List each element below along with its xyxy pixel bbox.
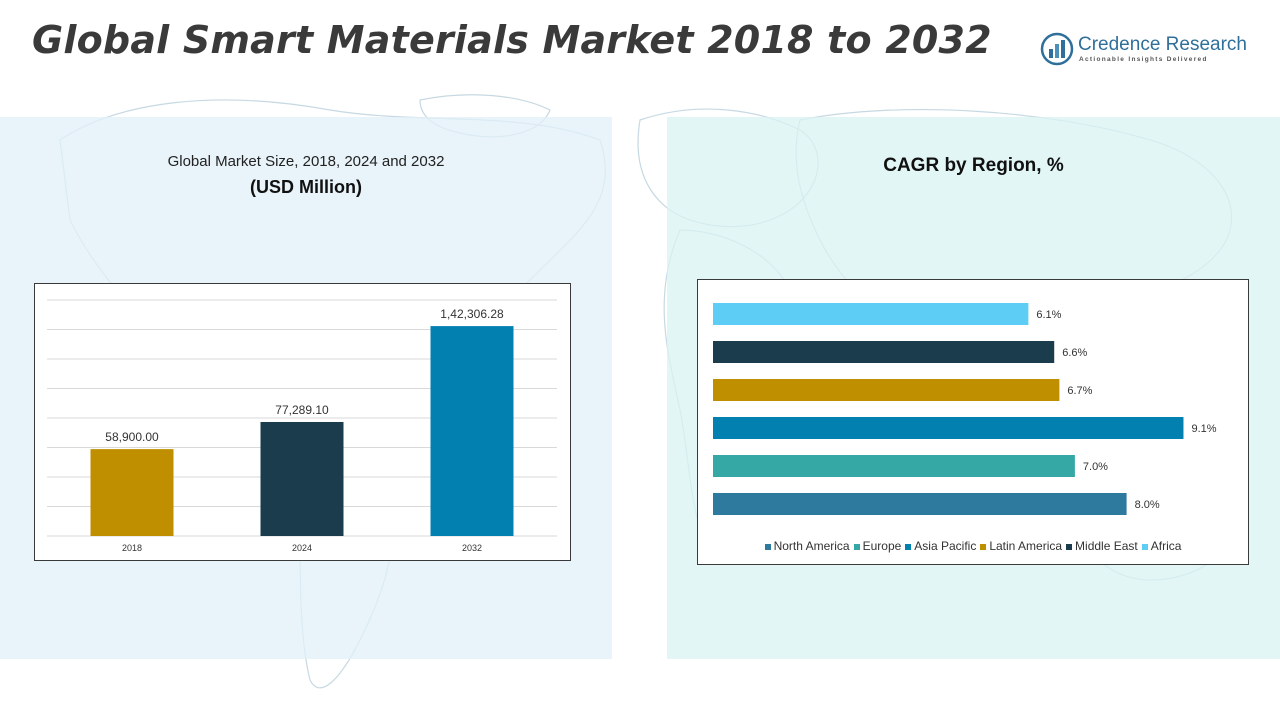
bar-value-label: 6.7% — [1067, 385, 1092, 397]
legend-label: Africa — [1150, 539, 1182, 553]
bar-asia-pacific — [713, 417, 1184, 439]
legend-item: Latin America — [980, 539, 1062, 553]
x-tick-label: 2024 — [292, 543, 312, 553]
bar-value-label: 77,289.10 — [275, 403, 329, 417]
x-tick-label: 2018 — [122, 543, 142, 553]
logo-name: Credence Research — [1078, 34, 1247, 55]
bar-value-label: 9.1% — [1191, 423, 1216, 435]
legend-label: Asia Pacific — [914, 539, 977, 553]
cagr-bar-chart: 6.1% 6.6% 6.7% 9.1% 7.0% 8.0% — [713, 303, 1217, 515]
credence-research-logo: Credence Research Actionable Insights De… — [1040, 32, 1255, 68]
bar-2018 — [90, 449, 174, 536]
legend-label: Middle East — [1075, 539, 1138, 553]
legend-item: Middle East — [1066, 539, 1138, 553]
legend-item: North America — [764, 539, 850, 553]
bar-value-label: 58,900.00 — [105, 430, 159, 444]
legend-label: Europe — [862, 539, 902, 553]
bar-africa — [713, 303, 1029, 325]
logo-icon — [1040, 32, 1074, 66]
bar-2032 — [430, 326, 514, 536]
market-size-chart: 58,900.00 2018 77,289.10 2024 1,42,306.28 203… — [34, 283, 571, 561]
bar-2024 — [260, 421, 344, 536]
bar-value-label: 1,42,306.28 — [440, 307, 504, 321]
bar-middle-east — [713, 341, 1055, 363]
x-tick-label: 2032 — [462, 543, 482, 553]
bar-value-label: 6.1% — [1036, 309, 1061, 321]
legend-label: North America — [773, 539, 850, 553]
legend-label: Latin America — [989, 539, 1063, 553]
legend-swatch — [905, 543, 912, 550]
logo-tagline: Actionable Insights Delivered — [1079, 56, 1208, 63]
bar-europe — [713, 455, 1075, 477]
page-title: Global Smart Materials Market 2018 to 20… — [32, 18, 992, 62]
legend-item: Africa — [1141, 539, 1182, 553]
market-size-unit: (USD Million) — [250, 177, 362, 197]
legend-swatch — [1066, 543, 1073, 550]
cagr-title: CAGR by Region, % — [883, 155, 1064, 176]
bar-north-america — [713, 493, 1127, 515]
bar-value-label: 8.0% — [1135, 499, 1160, 511]
market-size-title: Global Market Size, 2018, 2024 and 2032 — [167, 153, 445, 170]
bar-value-label: 7.0% — [1083, 461, 1108, 473]
cagr-chart: 6.1% 6.6% 6.7% 9.1% 7.0% 8.0% North America Eu… — [697, 279, 1249, 565]
legend-swatch — [980, 543, 987, 550]
bar-latin-america — [713, 379, 1060, 401]
bar-value-label: 6.6% — [1062, 347, 1087, 359]
cagr-legend: North America Europe Asia Pacific Latin Ame… — [698, 539, 1248, 553]
legend-item: Europe — [853, 539, 902, 553]
legend-swatch — [764, 543, 771, 550]
legend-swatch — [1141, 543, 1148, 550]
legend-swatch — [853, 543, 860, 550]
legend-item: Asia Pacific — [905, 539, 976, 553]
market-size-bar-chart: 58,900.00 2018 77,289.10 2024 1,42,306.28 203… — [47, 299, 557, 553]
